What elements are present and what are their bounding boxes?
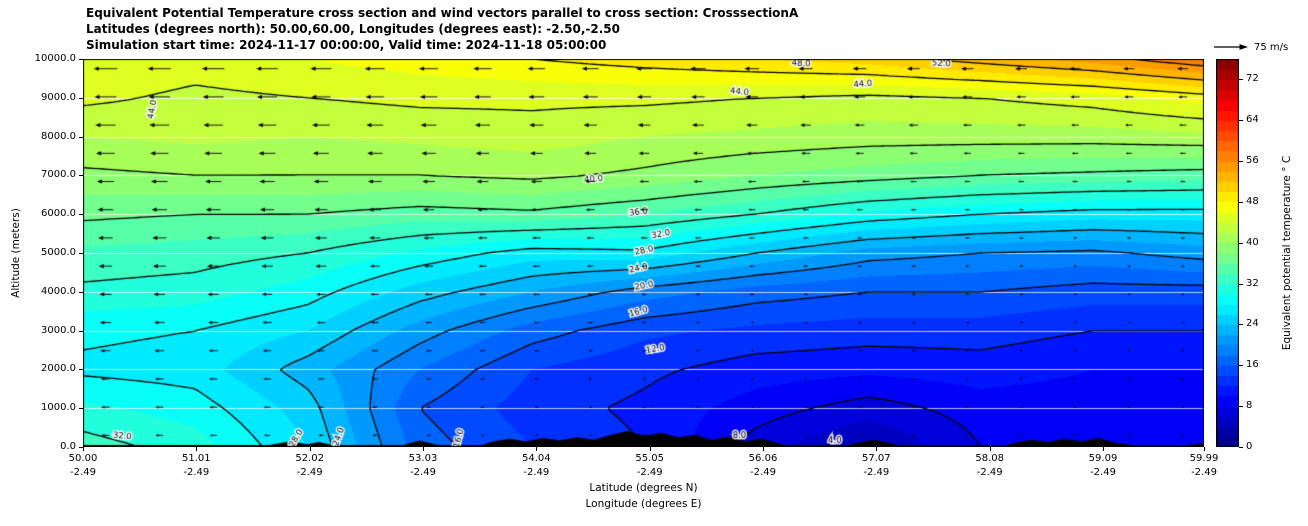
x-tick-label: 57.07 -2.49	[846, 452, 906, 480]
title-line-1: Equivalent Potential Temperature cross s…	[86, 6, 799, 20]
x-tick-latitude: 51.01	[182, 453, 211, 464]
colorbar-tick-mark	[1239, 161, 1243, 163]
x-tick-longitude: -2.49	[296, 467, 323, 478]
x-tick-label: 50.00 -2.49	[53, 452, 113, 480]
x-tick-latitude: 52.02	[295, 453, 324, 464]
x-tick-latitude: 57.07	[862, 453, 891, 464]
colorbar-tick-mark	[1239, 447, 1243, 448]
colorbar-tick-mark	[1239, 120, 1243, 122]
x-tick-latitude: 56.06	[748, 453, 778, 464]
y-tick-mark	[79, 369, 83, 371]
colorbar-tick-label: 32	[1246, 277, 1259, 289]
x-tick-mark	[876, 447, 878, 451]
colorbar-tick-mark	[1239, 201, 1243, 203]
colorbar-tick-label: 40	[1246, 236, 1259, 248]
quiver-key: 75 m/s	[1213, 41, 1288, 53]
y-tick-mark	[79, 408, 83, 410]
colorbar-tick-label: 0	[1246, 441, 1253, 452]
x-tick-longitude: -2.49	[750, 467, 776, 478]
colorbar-tick-mark	[1239, 365, 1243, 367]
y-tick-mark	[79, 175, 83, 177]
x-tick-label: 59.09 -2.49	[1073, 452, 1133, 480]
colorbar-label: Equivalent potential temperature ° C	[1281, 155, 1293, 351]
y-tick-label: 10000.0	[34, 53, 76, 64]
y-tick-mark	[79, 330, 83, 332]
x-tick-label: 59.99 -2.49	[1174, 452, 1234, 480]
colorbar-tick-mark	[1239, 283, 1243, 285]
x-tick-latitude: 50.00	[68, 453, 98, 464]
x-tick-mark	[309, 447, 311, 451]
y-tick-label: 6000.0	[41, 208, 76, 220]
x-axis-label-longitude: Longitude (degrees E)	[585, 498, 702, 510]
x-tick-longitude: -2.49	[523, 467, 550, 478]
x-tick-longitude: -2.49	[183, 467, 210, 478]
x-tick-longitude: -2.49	[976, 467, 1003, 478]
y-tick-mark	[79, 214, 83, 216]
y-tick-mark	[79, 97, 83, 99]
x-tick-mark	[83, 447, 84, 451]
y-tick-label: 9000.0	[41, 91, 76, 103]
y-tick-label: 8000.0	[41, 130, 76, 142]
x-tick-mark	[423, 447, 424, 451]
x-tick-label: 54.04 -2.49	[506, 452, 566, 480]
y-tick-label: 4000.0	[41, 285, 76, 297]
x-tick-mark	[536, 447, 538, 451]
y-tick-label: 7000.0	[41, 169, 76, 181]
figure-title: Equivalent Potential Temperature cross s…	[86, 5, 798, 53]
x-tick-mark	[196, 447, 198, 451]
quiver-key-label: 75 m/s	[1254, 41, 1289, 53]
y-tick-mark	[79, 447, 83, 448]
x-tick-latitude: 55.05	[635, 453, 664, 464]
colorbar-tick-label: 72	[1246, 73, 1259, 85]
colorbar-tick-label: 64	[1246, 114, 1259, 126]
title-line-3: Simulation start time: 2024-11-17 00:00:…	[86, 38, 607, 52]
y-tick-mark	[79, 291, 83, 293]
x-tick-longitude: -2.49	[1090, 467, 1116, 478]
y-tick-label: 5000.0	[41, 247, 76, 258]
x-tick-label: 51.01 -2.49	[166, 452, 226, 480]
colorbar-tick-label: 24	[1246, 318, 1259, 330]
x-tick-latitude: 59.09	[1088, 453, 1118, 464]
y-tick-label: 3000.0	[41, 324, 76, 336]
x-axis-label-latitude: Latitude (degrees N)	[589, 482, 698, 494]
x-tick-latitude: 59.99	[1189, 453, 1219, 464]
title-line-2: Latitudes (degrees north): 50.00,60.00, …	[86, 22, 620, 36]
colorbar-tick-mark	[1239, 242, 1243, 244]
colorbar-tick-label: 16	[1246, 359, 1259, 371]
x-tick-mark	[649, 447, 651, 451]
x-tick-longitude: -2.49	[863, 467, 890, 478]
x-tick-latitude: 54.04	[522, 453, 551, 464]
x-tick-label: 58.08 -2.49	[960, 452, 1020, 480]
x-tick-label: 52.02 -2.49	[280, 452, 340, 480]
x-tick-mark	[1204, 447, 1205, 451]
y-tick-label: 2000.0	[41, 363, 76, 375]
x-tick-mark	[1103, 447, 1104, 451]
colorbar-tick-mark	[1239, 406, 1243, 408]
x-tick-latitude: 58.08	[975, 453, 1004, 464]
y-tick-mark	[79, 136, 83, 138]
y-tick-label: 0.0	[60, 441, 76, 452]
x-tick-latitude: 53.03	[408, 453, 438, 464]
x-tick-label: 56.06 -2.49	[733, 452, 793, 480]
colorbar-tick-label: 8	[1246, 400, 1253, 412]
y-tick-label: 1000.0	[41, 402, 76, 414]
x-tick-label: 55.05 -2.49	[620, 452, 680, 480]
y-tick-mark	[79, 59, 83, 60]
y-tick-mark	[79, 253, 83, 254]
x-tick-longitude: -2.49	[636, 467, 663, 478]
x-tick-longitude: -2.49	[1191, 467, 1217, 478]
colorbar-tick-mark	[1239, 324, 1243, 326]
x-tick-label: 53.03 -2.49	[393, 452, 453, 480]
colorbar-tick-label: 56	[1246, 155, 1259, 167]
cross-section-plot-canvas	[83, 59, 1204, 447]
x-tick-longitude: -2.49	[410, 467, 436, 478]
x-tick-longitude: -2.49	[70, 467, 96, 478]
colorbar-tick-label: 48	[1246, 195, 1259, 207]
colorbar	[1216, 59, 1239, 447]
colorbar-tick-mark	[1239, 79, 1243, 81]
x-tick-mark	[989, 447, 991, 451]
x-tick-mark	[763, 447, 764, 451]
quiver-key-arrow-icon	[1214, 44, 1248, 50]
